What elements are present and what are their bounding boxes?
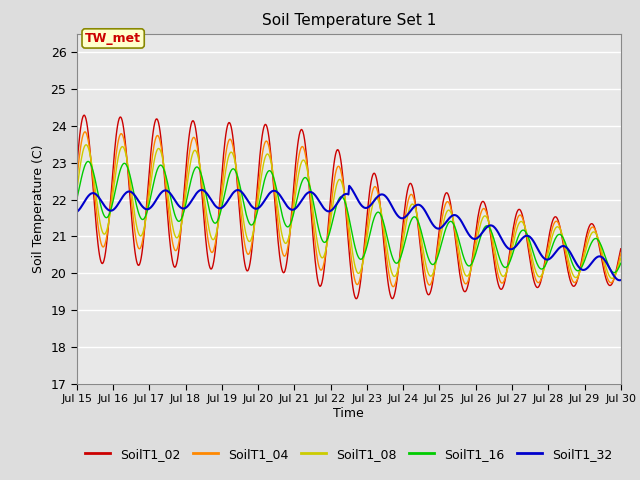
Line: SoilT1_08: SoilT1_08 <box>77 145 621 278</box>
SoilT1_08 <box>617 255 625 261</box>
SoilT1_02 <box>81 112 88 118</box>
SoilT1_16 <box>416 223 424 228</box>
SoilT1_32 <box>617 277 625 283</box>
SoilT1_04 <box>617 251 625 256</box>
SoilT1_16 <box>223 179 231 184</box>
SoilT1_32 <box>73 209 81 215</box>
SoilT1_02 <box>84 124 92 130</box>
SoilT1_16 <box>73 196 81 202</box>
SoilT1_04 <box>417 237 424 242</box>
SoilT1_32 <box>416 202 424 208</box>
SoilT1_16 <box>610 270 618 276</box>
SoilT1_32 <box>431 225 439 230</box>
SoilT1_32 <box>83 195 90 201</box>
Legend: SoilT1_02, SoilT1_04, SoilT1_08, SoilT1_16, SoilT1_32: SoilT1_02, SoilT1_04, SoilT1_08, SoilT1_… <box>81 443 617 466</box>
SoilT1_04 <box>433 257 440 263</box>
SoilT1_32 <box>139 204 147 210</box>
SoilT1_16 <box>195 165 202 171</box>
SoilT1_16 <box>140 216 147 222</box>
SoilT1_02 <box>617 246 625 252</box>
SoilT1_08 <box>84 143 92 149</box>
SoilT1_02 <box>223 123 231 129</box>
SoilT1_08 <box>416 225 424 231</box>
Line: SoilT1_04: SoilT1_04 <box>77 132 621 287</box>
SoilT1_04 <box>223 142 231 148</box>
SoilT1_16 <box>84 158 92 164</box>
SoilT1_32 <box>616 277 624 283</box>
SoilT1_02 <box>417 244 424 250</box>
SoilT1_08 <box>431 263 439 268</box>
SoilT1_02 <box>352 296 360 301</box>
SoilT1_02 <box>140 238 147 244</box>
SoilT1_32 <box>194 189 202 195</box>
SoilT1_08 <box>73 188 81 193</box>
SoilT1_08 <box>223 158 231 164</box>
SoilT1_02 <box>195 151 202 157</box>
Y-axis label: Soil Temperature (C): Soil Temperature (C) <box>32 144 45 273</box>
SoilT1_08 <box>608 276 616 281</box>
SoilT1_16 <box>617 260 625 266</box>
SoilT1_16 <box>83 159 90 165</box>
SoilT1_04 <box>73 177 81 183</box>
Title: Soil Temperature Set 1: Soil Temperature Set 1 <box>262 13 436 28</box>
X-axis label: Time: Time <box>333 407 364 420</box>
SoilT1_04 <box>195 154 202 159</box>
SoilT1_04 <box>140 233 147 239</box>
SoilT1_02 <box>73 164 81 169</box>
SoilT1_02 <box>433 253 440 259</box>
SoilT1_08 <box>195 156 202 162</box>
SoilT1_16 <box>431 259 439 265</box>
SoilT1_08 <box>140 228 147 234</box>
SoilT1_04 <box>389 284 397 289</box>
Line: SoilT1_02: SoilT1_02 <box>77 115 621 299</box>
SoilT1_08 <box>82 142 90 148</box>
SoilT1_32 <box>346 183 353 189</box>
Text: TW_met: TW_met <box>85 32 141 45</box>
SoilT1_04 <box>84 134 92 140</box>
SoilT1_04 <box>81 129 89 135</box>
Line: SoilT1_32: SoilT1_32 <box>77 186 621 280</box>
Line: SoilT1_16: SoilT1_16 <box>77 161 621 273</box>
SoilT1_32 <box>223 200 230 205</box>
